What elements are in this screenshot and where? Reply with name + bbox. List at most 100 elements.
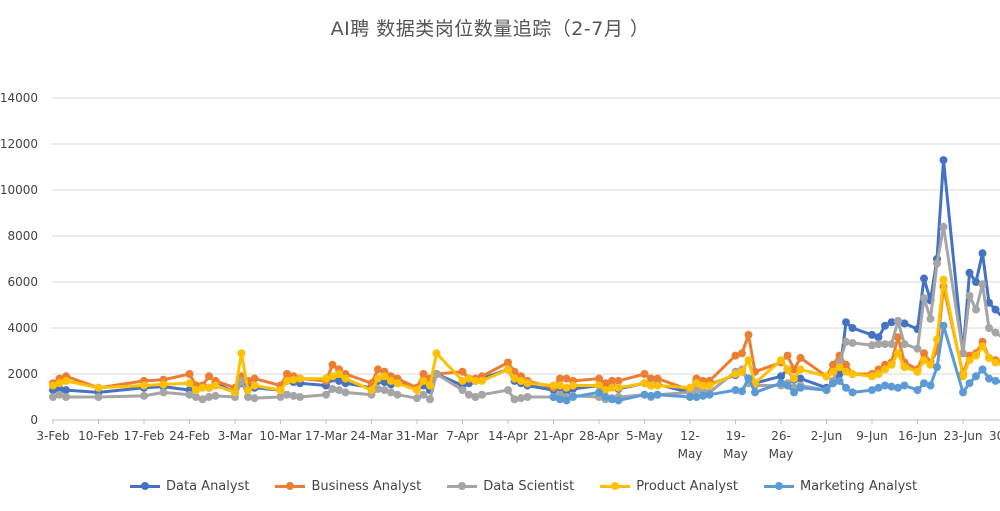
data-point xyxy=(965,291,974,300)
data-point xyxy=(159,380,168,389)
y-tick-label: 6000 xyxy=(7,275,38,289)
data-point xyxy=(874,383,883,392)
data-point xyxy=(556,395,564,404)
data-point xyxy=(471,393,480,401)
data-point xyxy=(380,372,389,381)
data-point xyxy=(913,386,922,395)
data-point xyxy=(926,381,935,390)
data-point xyxy=(913,367,922,376)
data-point xyxy=(842,383,850,392)
data-point xyxy=(751,388,759,397)
y-tick-label: 2000 xyxy=(7,367,38,381)
data-point xyxy=(192,393,200,401)
data-point xyxy=(900,319,909,328)
data-point xyxy=(842,337,850,346)
data-point xyxy=(920,356,928,365)
legend-label: Marketing Analyst xyxy=(799,478,918,494)
data-point xyxy=(601,386,610,395)
data-point xyxy=(55,379,64,388)
data-point xyxy=(517,376,525,385)
data-point xyxy=(276,393,285,401)
data-point xyxy=(965,268,974,277)
x-tick-label-line: 26- xyxy=(771,429,791,443)
data-point xyxy=(185,379,194,388)
data-point xyxy=(419,370,428,378)
x-tick-label-line: 5-May xyxy=(626,429,663,443)
x-tick-label: 17-Feb xyxy=(124,429,165,443)
data-point xyxy=(94,383,103,392)
data-point xyxy=(790,365,798,374)
data-point xyxy=(192,386,200,395)
data-point xyxy=(640,370,649,378)
x-tick-label: 10-Feb xyxy=(78,429,119,443)
data-point xyxy=(965,356,974,365)
data-point xyxy=(140,391,148,400)
data-point xyxy=(374,374,382,383)
data-point xyxy=(835,376,844,385)
data-point xyxy=(972,278,980,286)
data-point xyxy=(985,374,993,383)
data-point xyxy=(614,396,623,405)
data-point xyxy=(614,376,623,385)
data-point xyxy=(296,374,304,383)
x-tick-label-line: 24-Feb xyxy=(169,429,210,443)
data-point xyxy=(49,393,57,401)
data-point xyxy=(978,365,987,374)
data-point xyxy=(237,349,246,358)
data-point xyxy=(478,390,486,399)
data-point xyxy=(894,333,902,342)
legend-marker xyxy=(286,481,295,490)
legend-item: Marketing Analyst xyxy=(763,478,918,494)
data-point xyxy=(874,370,883,378)
x-tick-label: 23-Jun xyxy=(943,429,982,443)
data-point xyxy=(939,275,948,284)
y-tick-label: 14000 xyxy=(0,91,38,105)
data-point xyxy=(796,383,805,392)
y-tick-label: 4000 xyxy=(7,321,38,335)
data-point xyxy=(790,388,798,397)
data-point xyxy=(959,349,967,358)
data-point xyxy=(796,365,805,374)
data-point xyxy=(458,367,467,376)
data-point xyxy=(62,393,70,401)
data-point xyxy=(731,370,740,378)
data-point xyxy=(465,374,473,383)
data-point xyxy=(920,349,928,358)
data-point xyxy=(738,387,746,396)
data-point xyxy=(972,351,980,360)
x-tick-label: 2-Jun xyxy=(811,429,842,443)
data-point xyxy=(198,383,207,392)
series-line-0 xyxy=(52,158,1000,394)
x-tick-label: 30-Jun xyxy=(989,429,1000,443)
data-point xyxy=(341,374,350,383)
data-point xyxy=(49,381,57,390)
data-point xyxy=(991,328,1000,337)
data-point xyxy=(842,318,850,327)
data-point xyxy=(647,381,655,390)
data-point xyxy=(608,383,616,392)
data-point xyxy=(211,391,220,400)
data-point xyxy=(842,360,850,369)
data-point xyxy=(283,370,291,378)
data-point xyxy=(62,386,70,395)
x-tick-label: 28-Apr xyxy=(579,429,619,443)
data-point xyxy=(562,383,571,392)
x-tick-label-line: 3-Feb xyxy=(36,429,69,443)
data-point xyxy=(731,351,740,360)
x-tick-label-line: 12- xyxy=(680,429,700,443)
legend-item: Business Analyst xyxy=(275,479,421,494)
data-point xyxy=(426,395,434,404)
data-point xyxy=(868,372,876,381)
x-tick-label-line: 17-Feb xyxy=(124,429,165,443)
x-tick-label-line: 21-Apr xyxy=(533,429,573,443)
data-point xyxy=(387,388,395,397)
data-point xyxy=(426,381,434,390)
data-point xyxy=(829,360,837,369)
data-point xyxy=(959,388,967,397)
legend-marker xyxy=(458,481,467,490)
data-point xyxy=(881,365,889,374)
data-point xyxy=(458,386,467,395)
data-point xyxy=(881,340,889,349)
data-point xyxy=(978,342,987,351)
data-point xyxy=(868,341,876,350)
